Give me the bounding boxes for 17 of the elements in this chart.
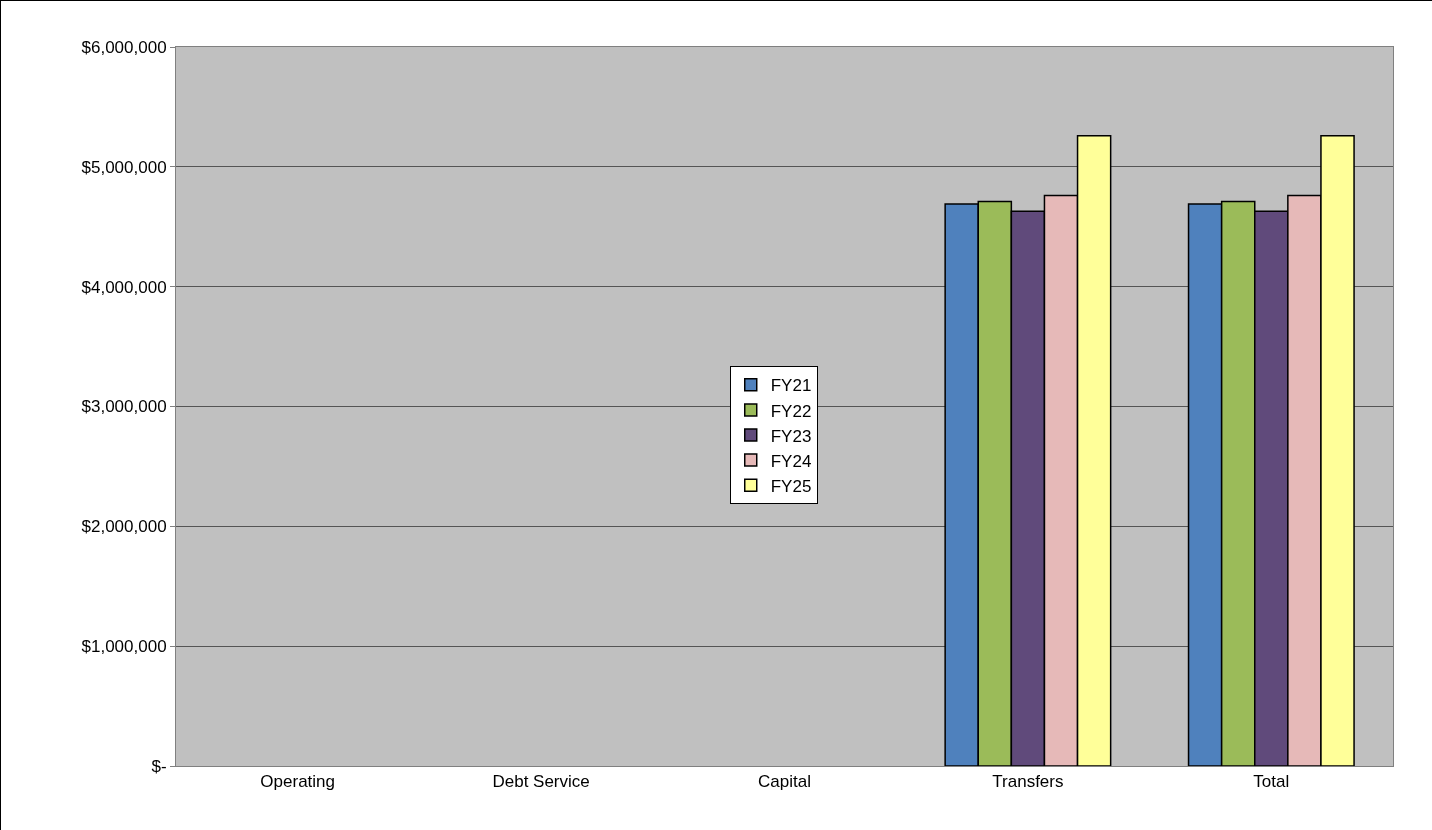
x-tick-label: Operating — [260, 772, 336, 792]
x-tick-label: Total — [1253, 772, 1290, 792]
y-tick-label: $4,000,000 — [81, 277, 167, 297]
y-tick-label: $1,000,000 — [81, 637, 167, 657]
y-tick-label: $6,000,000 — [81, 37, 167, 57]
legend-label: FY23 — [770, 426, 812, 446]
x-tick-label: Capital — [758, 772, 811, 792]
x-tick-label: Debt Service — [492, 772, 590, 792]
y-tick-label: $2,000,000 — [81, 517, 167, 537]
x-tick-label: Transfers — [992, 772, 1064, 792]
y-tick-label: $3,000,000 — [81, 397, 167, 417]
y-tick-label: $- — [151, 756, 167, 776]
legend-label: FY25 — [770, 476, 812, 496]
legend-label: FY21 — [770, 376, 812, 396]
legend-label: FY22 — [770, 401, 812, 421]
y-tick-label: $5,000,000 — [81, 157, 167, 177]
legend-label: FY24 — [770, 451, 812, 471]
